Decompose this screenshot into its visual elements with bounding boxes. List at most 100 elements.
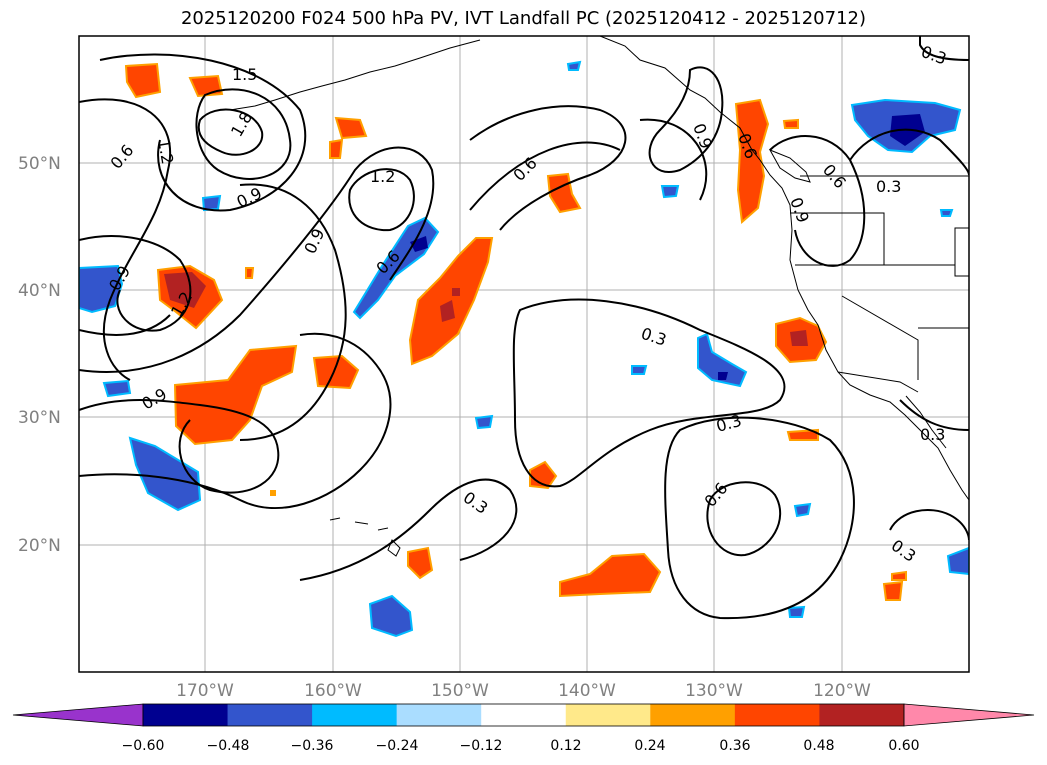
lat-label-50n: 50°N [18,154,61,174]
red-patch-west-30n [173,344,298,446]
red-patch-tiny-3 [270,490,276,496]
colorbar-segment [734,704,820,726]
longitude-labels: 170°W 160°W 150°W 140°W 130°W 120°W [176,681,871,701]
colorbar-segments [12,703,1035,727]
colorbar-segment [565,704,651,726]
contour-line-9 [79,235,192,332]
contour-line-12 [469,105,627,231]
colorbar-tick-label: 0.48 [803,738,834,754]
contour-line-3 [195,88,292,180]
lat-label-20n: 20°N [18,536,61,556]
red-patch-central-diag-core2 [452,288,460,296]
colorbar-tick-label: −0.24 [376,738,419,754]
lon-label-170w: 170°W [176,681,234,701]
contour-line-23 [639,118,708,201]
blue-patch-southeast [946,546,969,576]
contour-line-14 [512,298,786,488]
lon-label-150w: 150°W [431,681,489,701]
state-border-3 [841,295,919,380]
contour-line-15 [664,416,855,620]
alaska-coast [599,36,761,161]
colorbar-tick-label: −0.60 [122,738,165,754]
contour-line-19 [849,128,969,176]
contour-line-18 [769,135,866,267]
red-patch-central-diag-core [440,300,455,322]
mexico-border [837,371,919,393]
red-patch-south [559,552,662,598]
vancouver-island [768,149,811,183]
blue-patch-tiny-2 [939,209,954,217]
colorbar-segment [819,704,905,726]
contour-line-5 [79,146,435,373]
colorbar-tick-label: −0.12 [460,738,503,754]
red-patch-small-e1 [786,428,819,441]
red-patch-california-core [790,330,808,346]
lat-label-40n: 40°N [18,281,61,301]
red-patch-aleutian [334,116,368,140]
colorbar-segment [481,704,567,726]
colorbar-extend-high [903,703,1035,727]
colorbar-tick-label: 0.12 [550,738,581,754]
red-patch-tiny-2 [782,118,799,129]
colorbar: −0.60 −0.48 −0.36 −0.24 −0.12 0.12 0.24 … [12,703,1035,754]
colorbar-tick-label: −0.36 [291,738,334,754]
colorbar-segment [143,704,229,726]
red-patch-small-e2 [882,580,904,601]
blue-patch-hawaii-west [128,436,202,512]
blue-patch-small-s1 [793,502,812,518]
contour-line-17 [648,66,724,173]
colorbar-segment [650,704,736,726]
lon-label-130w: 130°W [685,681,743,701]
colorbar-tick-label: 0.60 [888,738,919,754]
positive-pv-patches [124,62,907,601]
map-title: 2025120200 F024 500 hPa PV, IVT Landfall… [180,8,867,29]
colorbar-outline [142,703,905,727]
lon-label-140w: 140°W [558,681,616,701]
contour-label: 0.3 [876,177,901,196]
coastlines [229,36,969,557]
blue-patch-east-mid [697,332,748,388]
blue-patch-small-e1 [631,365,648,375]
north-america-coast [759,159,969,501]
contour-line-1 [79,98,171,381]
colorbar-ticks: −0.60 −0.48 −0.36 −0.24 −0.12 0.12 0.24 … [122,738,920,754]
colorbar-segment [312,704,398,726]
colorbar-segment [396,704,482,726]
contour-line-2 [99,53,307,212]
contour-line-7 [79,332,392,509]
negative-pv-patches [79,60,969,638]
colorbar-tick-label: −0.48 [207,738,250,754]
map-frame-bg [79,36,969,672]
contour-line-8 [79,399,280,494]
blue-patch-small-c1 [474,414,494,430]
blue-patch-small-w2 [201,194,222,212]
state-border-5 [954,227,969,277]
red-patch-hawaii [407,546,434,580]
contour-label: 1.5 [232,65,257,84]
state-border-1 [790,212,885,265]
colorbar-tick-label: 0.24 [634,738,665,754]
blue-patch-small-s2 [787,605,806,618]
contour-label: 1.2 [370,167,395,186]
contour-label: 1.2 [154,137,177,165]
colorbar-extend-low [12,703,144,727]
contour-line-16 [706,481,782,557]
red-patch-west-40n-core [164,272,206,308]
red-patch-northwest-1 [124,62,162,99]
contour-line-24 [79,314,171,336]
contour-line-10 [239,183,347,441]
red-patch-coast-nw [734,98,770,224]
blue-patch-far-west [79,264,124,314]
colorbar-segment [227,704,313,726]
contour-line-11 [299,478,518,581]
blue-patch-central-ridge-core [410,236,428,252]
pv-contours [79,36,969,620]
red-patch-north-c [546,172,582,214]
contour-line-6 [348,168,415,232]
contour-line-20 [919,36,969,61]
contour-line-4 [197,108,264,156]
aleutian-islands [229,39,481,111]
red-patch-small-e3 [891,570,907,581]
lon-label-120w: 120°W [813,681,871,701]
